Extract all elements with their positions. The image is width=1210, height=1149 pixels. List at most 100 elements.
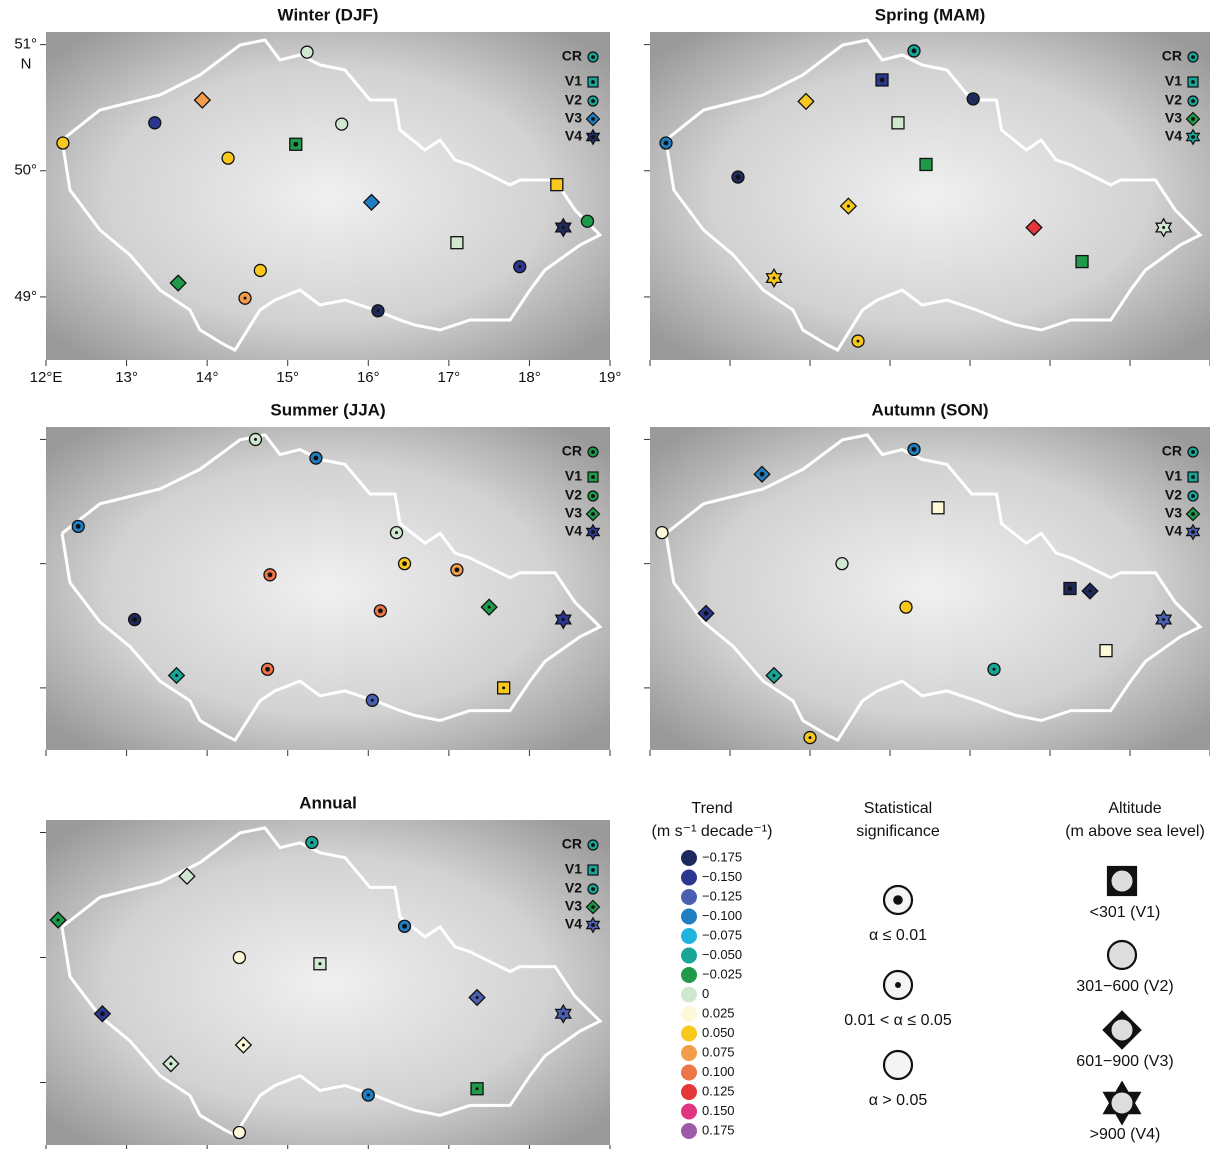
significance-dot [1191,494,1195,498]
colorbar-swatch [681,1104,697,1120]
panel-title: Summer (JJA) [270,400,385,419]
significance-dot [376,309,379,312]
panel-title: Winter (DJF) [278,5,379,24]
station-marker [254,264,266,276]
y-tick-label: 49° [14,288,37,305]
significance-dot [809,736,812,739]
station-marker [451,237,463,249]
group-label: V4 [565,128,582,144]
x-tick-label: 12°E [30,369,63,386]
significance-dot [1191,135,1195,139]
significance-dot [1068,586,1073,591]
significance-dot [518,265,521,268]
significance-dot [293,142,298,147]
group-label: V3 [1165,110,1182,126]
y-tick-label: 50° [14,162,37,179]
significance-dot [591,80,595,84]
significance-label: 0.01 < α ≤ 0.05 [844,1012,952,1029]
colorbar-label: −0.100 [702,908,742,923]
x-tick-label: 16° [357,369,380,386]
colorbar-swatch [681,1026,697,1042]
significance-dot [265,667,270,672]
station-marker [920,158,932,170]
significance-dot [562,618,565,621]
colorbar-label: −0.025 [702,966,742,981]
altitude-label: <301 (V1) [1090,904,1161,921]
significance-dot [912,49,917,54]
group-label: V1 [1165,468,1182,484]
significance-dot [1191,530,1195,534]
significance-dot [847,205,850,208]
significance-dot [395,531,398,534]
relief-background [46,820,610,1145]
altitude-label: 601−900 (V3) [1076,1053,1173,1070]
significance-dot [591,475,595,479]
colorbar-label: 0.075 [702,1044,735,1059]
significance-dot [76,524,81,529]
significance-dot [502,686,505,689]
significance-dot [562,226,565,229]
significance-dot [402,924,407,929]
significance-dot [760,472,765,477]
station-marker [900,601,912,613]
relief-background [46,427,610,750]
significance-dot [591,530,595,534]
significance-dot [57,919,60,922]
significance-dot [132,617,137,622]
station-marker [836,558,848,570]
altitude-inner [1111,1019,1133,1041]
significance-dot [244,297,247,300]
panel-title: Autumn (SON) [871,400,988,419]
significance-dot [310,841,313,844]
significance-dot [591,55,595,59]
significance-dot [773,674,776,677]
station-marker [336,118,348,130]
colorbar-label: −0.125 [702,888,742,903]
colorbar-swatch [681,1065,697,1081]
figure: Winter (DJF)12°E13°14°15°16°17°18°19°49°… [0,0,1210,1149]
significance-dot [880,78,885,83]
significance-dot [591,905,595,909]
group-label: V3 [565,898,582,914]
group-label: V1 [565,73,582,89]
station-marker [551,179,563,191]
significance-dot [591,99,595,103]
colorbar-label: 0.025 [702,1005,735,1020]
colorbar-label: −0.075 [702,927,742,942]
significance-dot [1191,99,1195,103]
group-label: V4 [565,523,582,539]
group-label: V1 [1165,73,1182,89]
group-label: CR [1162,443,1182,459]
colorbar-label: 0 [702,986,709,1001]
significance-dot [1191,55,1195,59]
significance-dot [242,1044,245,1047]
y-tick-label: 51° [14,36,37,53]
group-label: CR [562,48,582,64]
significance-dot [318,962,321,965]
colorbar-swatch [681,1123,697,1139]
colorbar-label: −0.050 [702,947,742,962]
colorbar-label: 0.100 [702,1064,735,1079]
colorbar-swatch [681,928,697,944]
significance-dot [367,1094,370,1097]
station-marker [233,1127,245,1139]
colorbar-label: 0.125 [702,1083,735,1098]
group-label: V2 [565,487,582,503]
significance-dot [591,868,595,872]
colorbar-label: −0.175 [702,849,742,864]
significance-dot [591,512,595,516]
significance-dot [1191,80,1195,84]
y-unit-label: N [21,56,32,73]
x-tick-label: 15° [276,369,299,386]
station-marker [967,93,979,105]
significance-dot [591,135,595,139]
station-marker [149,117,161,129]
legend-title: Altitude [1108,800,1161,817]
station-marker [301,46,313,58]
altitude-symbol [1108,941,1136,969]
colorbar-label: 0.175 [702,1122,735,1137]
significance-dot [704,611,709,616]
significance-dot [1191,512,1195,516]
group-label: V2 [1165,92,1182,108]
significance-dot [1162,226,1165,229]
